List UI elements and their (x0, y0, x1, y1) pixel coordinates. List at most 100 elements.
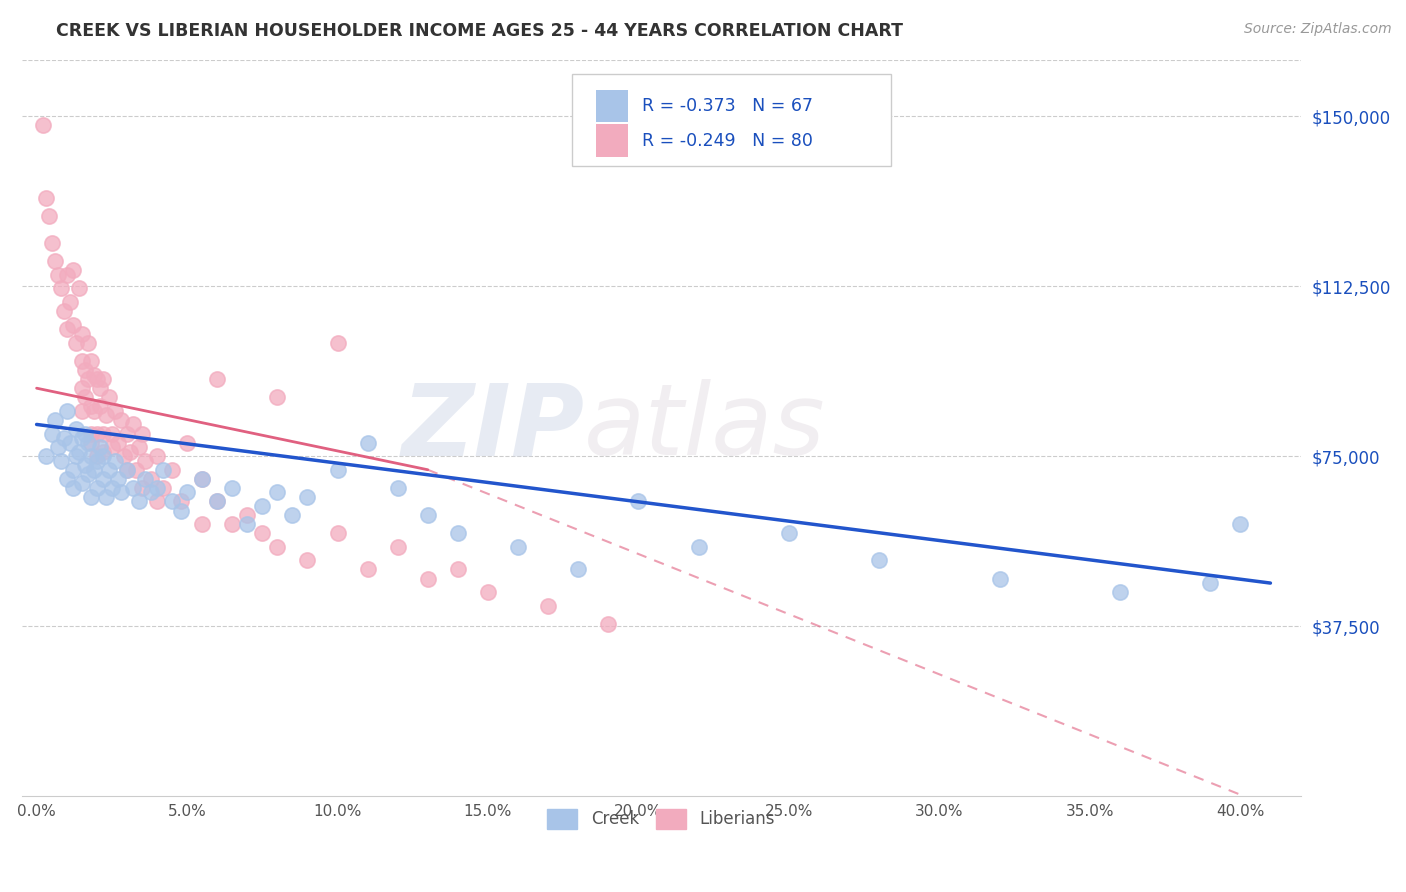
Point (688, 540, 710, 554)
Point (131, 481, 153, 495)
Point (506, 540, 529, 554)
Point (598, 616, 620, 631)
Point (134, 453, 156, 467)
Point (115, 463, 138, 477)
Point (70, 381, 93, 395)
Point (1229, 517, 1251, 532)
Point (205, 372, 228, 386)
Point (76, 372, 98, 386)
Point (86, 372, 108, 386)
Point (94, 490, 117, 504)
Point (101, 426, 124, 441)
Point (55, 472, 77, 486)
Point (146, 481, 169, 495)
Point (221, 481, 243, 495)
Point (83, 463, 105, 477)
Point (65, 335, 87, 350)
Point (107, 435, 129, 450)
Point (416, 572, 439, 586)
Point (146, 494, 169, 508)
Point (73, 363, 96, 377)
Point (55, 322, 77, 336)
Point (80, 426, 103, 441)
Point (387, 540, 409, 554)
Text: R = -0.373   N = 67: R = -0.373 N = 67 (643, 97, 813, 115)
Point (94, 409, 117, 423)
Point (86, 481, 108, 495)
Point (65, 449, 87, 463)
Point (191, 472, 214, 486)
Text: R = -0.249   N = 80: R = -0.249 N = 80 (643, 132, 813, 150)
Point (266, 485, 288, 500)
Point (447, 526, 470, 541)
Point (266, 540, 288, 554)
Point (252, 499, 274, 513)
Point (115, 426, 138, 441)
Point (297, 553, 319, 567)
Point (868, 553, 890, 567)
Point (125, 463, 148, 477)
Point (131, 426, 153, 441)
Point (205, 494, 228, 508)
Point (65, 422, 87, 436)
Point (988, 572, 1011, 586)
Point (49, 281, 72, 295)
Point (191, 472, 214, 486)
Point (73, 426, 96, 441)
Point (236, 508, 259, 522)
Point (44, 254, 66, 268)
Point (86, 426, 108, 441)
Point (67, 444, 90, 458)
Point (76, 467, 98, 482)
Point (55, 268, 77, 282)
Point (44, 413, 66, 427)
Point (80, 449, 103, 463)
Point (34, 449, 56, 463)
Point (62, 318, 84, 332)
Point (112, 449, 135, 463)
Point (91, 426, 114, 441)
Point (46, 440, 69, 454)
Point (118, 444, 141, 458)
Point (83, 368, 105, 382)
Point (41, 426, 63, 441)
Point (80, 435, 103, 450)
Point (115, 463, 138, 477)
Text: atlas: atlas (585, 379, 825, 476)
Point (97, 390, 120, 404)
Point (70, 404, 93, 418)
Point (537, 599, 560, 613)
Point (160, 494, 183, 508)
Point (1199, 576, 1222, 591)
Point (326, 526, 349, 541)
Point (41, 236, 63, 251)
Point (477, 585, 499, 599)
Point (252, 526, 274, 541)
Point (70, 476, 93, 491)
Point (91, 449, 114, 463)
Point (326, 335, 349, 350)
Point (191, 517, 214, 532)
Point (101, 481, 124, 495)
Point (97, 463, 120, 477)
Point (122, 417, 145, 432)
Point (356, 562, 378, 576)
Point (134, 472, 156, 486)
Point (31, 118, 53, 132)
Point (62, 481, 84, 495)
Legend: Creek, Liberians: Creek, Liberians (541, 802, 782, 836)
Point (76, 435, 98, 450)
Point (326, 463, 349, 477)
Point (160, 463, 183, 477)
Point (73, 458, 96, 473)
Point (59, 295, 82, 310)
Point (152, 481, 174, 495)
Point (387, 481, 409, 495)
Point (139, 485, 162, 500)
Point (80, 400, 103, 414)
Point (128, 494, 150, 508)
Point (67, 281, 90, 295)
Point (627, 494, 650, 508)
Point (80, 354, 103, 368)
Point (567, 562, 589, 576)
